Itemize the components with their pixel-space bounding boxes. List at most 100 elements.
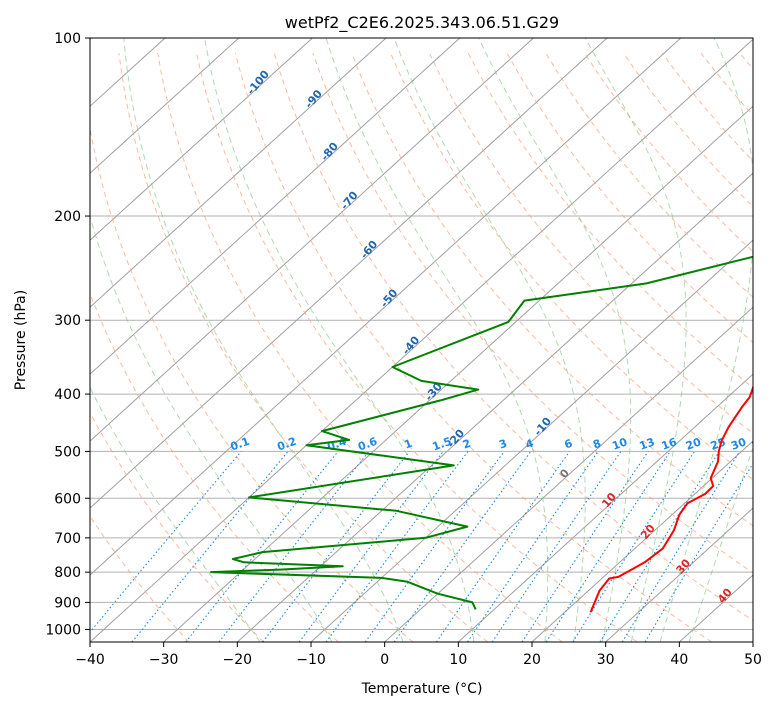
dry-adiabat-line (390, 52, 753, 481)
mixing-ratio-label: 0.6 (356, 435, 379, 454)
mixing-ratio-line (90, 451, 242, 633)
isotherm-line (605, 507, 753, 642)
mixing-ratio-line (131, 451, 289, 642)
x-axis-label: Temperature (°C) (361, 681, 483, 697)
mixing-ratio-line (572, 451, 696, 642)
y-tick-label: 200 (54, 209, 81, 225)
mixing-ratio-line (545, 451, 671, 642)
moist-adiabat-line (90, 214, 333, 642)
dry-adiabat-line (622, 52, 753, 208)
x-tick-label: −40 (75, 652, 105, 668)
isotherm-line (90, 38, 534, 442)
y-tick-label: 800 (54, 565, 81, 581)
adiabat-label: -80 (318, 140, 341, 164)
mixing-ratio-line (325, 451, 469, 642)
temperature-profile (589, 384, 753, 613)
x-tick-label: −10 (296, 652, 326, 668)
mixing-ratio-label: 1.5 (431, 435, 454, 454)
mixing-ratio-line (644, 462, 753, 642)
mixing-ratio-label: 30 (729, 435, 748, 453)
moist-adiabat-line (688, 445, 753, 642)
mixing-ratio-line (298, 451, 444, 642)
isotherm-line (90, 38, 240, 174)
mixing-ratio-label: 6 (563, 437, 575, 452)
y-tick-label: 700 (54, 531, 81, 547)
adiabat-label: -100 (244, 68, 272, 98)
adiabat-label: -90 (302, 87, 325, 111)
x-tick-label: −30 (149, 652, 179, 668)
moist-adiabat-line (393, 38, 586, 642)
mixing-ratio-label: 13 (638, 435, 657, 452)
isotherm-line (90, 38, 608, 509)
dry-adiabat-line (273, 52, 753, 622)
adiabat-label: -40 (400, 333, 423, 357)
dry-adiabat-line (118, 52, 488, 642)
moist-adiabat-line (123, 38, 404, 642)
x-tick-label: 20 (523, 652, 541, 668)
isotherm-line (163, 105, 753, 642)
y-tick-label: 1000 (45, 622, 81, 638)
adiabat-label: 0 (557, 466, 572, 480)
adiabat-label: -70 (338, 189, 361, 213)
mixing-ratio-line (521, 451, 649, 642)
dry-adiabat-line (90, 411, 264, 642)
moist-adiabat-line (90, 386, 261, 642)
dry-adiabat-line (545, 52, 753, 298)
adiabat-label: 10 (599, 490, 619, 510)
axis-ticks: −40 −30 −20 −10 0 10 20 30 40 5010020030040050060… (45, 31, 762, 668)
y-tick-label: 500 (54, 444, 81, 460)
dry-adiabat-line (90, 292, 339, 642)
plot-frame (89, 37, 754, 643)
y-tick-label: 300 (54, 313, 81, 329)
mixing-ratio-line (621, 451, 741, 642)
isotherm-line (90, 38, 387, 308)
x-tick-label: 50 (744, 652, 762, 668)
mixing-ratio-label: 0.1 (229, 435, 252, 454)
dry-adiabat-line (584, 52, 753, 253)
mixing-ratio-line (599, 451, 720, 642)
isotherm-line (90, 38, 461, 375)
moist-adiabat-line (584, 38, 687, 642)
dry-adiabat-line (661, 52, 753, 162)
moist-adiabat-line (478, 38, 632, 642)
x-tick-label: 40 (670, 652, 688, 668)
mixing-ratio-line (364, 451, 505, 642)
x-tick-label: −20 (223, 652, 253, 668)
mixing-ratio-line (435, 451, 571, 642)
mixing-ratio-label: 20 (684, 435, 703, 453)
dry-adiabat-line (234, 52, 712, 642)
isotherm-line (90, 38, 753, 642)
dry-adiabat-line (467, 52, 753, 389)
x-tick-label: 0 (380, 652, 389, 668)
y-tick-label: 600 (54, 491, 81, 507)
isotherm-line (457, 373, 753, 642)
mixing-ratio-label: 3 (497, 437, 509, 452)
dry-adiabat-line (90, 515, 190, 642)
y-axis-label: Pressure (hPa) (13, 290, 29, 390)
y-tick-label: 100 (54, 31, 81, 47)
isotherm-line (531, 440, 753, 642)
mixing-ratio-line (218, 451, 370, 642)
dry-adiabat-line (739, 52, 753, 70)
moist-adiabat-line (659, 38, 753, 642)
adiabat-label: -50 (378, 286, 401, 310)
mixing-ratio-label: 8 (591, 437, 603, 452)
chart-title: wetPf2_C2E6.2025.343.06.51.G29 (285, 13, 559, 33)
mixing-ratio-label: 2 (461, 437, 473, 452)
mixing-ratio-label: 1 (402, 437, 414, 452)
dry-adiabat-line (157, 52, 563, 642)
isotherm-line (90, 38, 313, 241)
y-tick-label: 400 (54, 387, 81, 403)
mixing-ratio-label: 4 (524, 437, 536, 452)
mixing-ratio-line (393, 451, 532, 642)
moist-adiabat-line (325, 38, 549, 642)
isotherm-line (752, 641, 753, 642)
dry-adiabat-line (506, 52, 753, 344)
x-tick-label: 30 (597, 652, 615, 668)
background-lines (90, 38, 753, 642)
dry-adiabat-line (351, 52, 753, 527)
mixing-ratio-label: 36 (750, 435, 769, 453)
mixing-ratio-line (491, 451, 622, 642)
dewpoint-profile (210, 255, 753, 610)
isotherm-line (90, 38, 682, 576)
